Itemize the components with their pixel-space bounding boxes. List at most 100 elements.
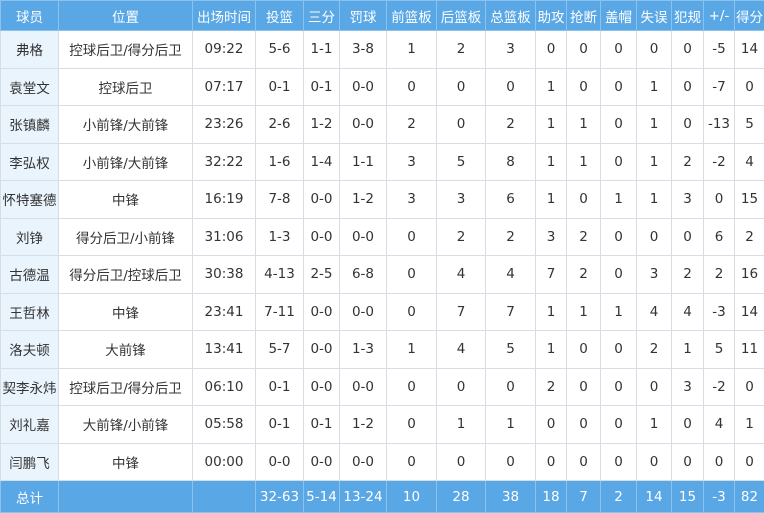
stat-cell: 0-0 <box>339 292 387 331</box>
stat-cell: 11 <box>734 330 764 369</box>
stat-cell: 7 <box>436 292 486 331</box>
total-cell: 7 <box>566 480 601 513</box>
stat-cell: 0 <box>386 405 437 444</box>
stat-cell: 1-1 <box>339 142 387 181</box>
stat-cell: 1 <box>734 405 764 444</box>
stat-cell: 中锋 <box>58 180 193 219</box>
stat-cell: 1-2 <box>339 180 387 219</box>
stat-cell: 0 <box>566 67 601 106</box>
stat-cell: 14 <box>734 292 764 331</box>
column-header: 罚球 <box>339 0 387 31</box>
stat-cell: 0 <box>600 442 637 481</box>
stat-cell: 07:17 <box>192 67 256 106</box>
stat-cell: 0 <box>600 217 637 256</box>
stat-cell: 1 <box>535 142 567 181</box>
stat-cell: 1 <box>600 292 637 331</box>
stat-cell: 6 <box>703 217 735 256</box>
stat-cell: 得分后卫/控球后卫 <box>58 255 193 294</box>
stat-cell: 2 <box>436 217 486 256</box>
stat-cell: 4 <box>436 330 486 369</box>
stat-cell: 0-1 <box>303 67 340 106</box>
stat-cell: 06:10 <box>192 367 256 406</box>
stat-cell: 30:38 <box>192 255 256 294</box>
stat-cell: -3 <box>703 292 735 331</box>
total-cell: 28 <box>436 480 486 513</box>
stat-cell: 1 <box>636 105 672 144</box>
total-cell: 10 <box>386 480 437 513</box>
stat-cell: 2 <box>386 105 437 144</box>
stat-cell: 0-1 <box>255 367 304 406</box>
player-name: 刘礼嘉 <box>0 405 59 444</box>
stat-cell: 2 <box>671 142 704 181</box>
stat-cell: 0 <box>436 67 486 106</box>
stat-cell: 3 <box>386 142 437 181</box>
column-header: 位置 <box>58 0 193 31</box>
table-header: 球员 位置 出场时间 投篮 三分 罚球 前篮板 后篮板 总篮板 助攻 抢断 盖帽 失误 犯规 +/- 得分 <box>0 0 764 31</box>
stat-cell: 0-0 <box>339 67 387 106</box>
stat-cell: 1 <box>485 405 536 444</box>
stat-cell: 0 <box>703 180 735 219</box>
table-footer: 总计 32-63 5-14 13-24 10 28 38 18 7 2 14 15 -3 82 <box>0 480 764 513</box>
stat-cell: 1-3 <box>339 330 387 369</box>
stat-cell: 1 <box>636 142 672 181</box>
stat-cell: 0-0 <box>303 217 340 256</box>
stat-cell: 32:22 <box>192 142 256 181</box>
player-name: 袁堂文 <box>0 67 59 106</box>
column-header: 总篮板 <box>485 0 536 31</box>
stat-cell: 3 <box>386 180 437 219</box>
stat-cell: 2 <box>671 255 704 294</box>
stat-cell: 4 <box>671 292 704 331</box>
player-name: 李弘权 <box>0 142 59 181</box>
stat-cell: 0 <box>600 142 637 181</box>
stat-cell: 控球后卫/得分后卫 <box>58 367 193 406</box>
stat-cell: -2 <box>703 367 735 406</box>
stat-cell: 5-7 <box>255 330 304 369</box>
player-row: 刘铮 得分后卫/小前锋 31:06 1-3 0-0 0-0 0 2 2 3 2 0 0 0 6 2 <box>0 217 764 256</box>
stat-cell: 0 <box>636 442 672 481</box>
stat-cell: 0 <box>734 67 764 106</box>
stat-cell: 0-0 <box>339 442 387 481</box>
stat-cell: 0 <box>600 255 637 294</box>
stat-cell: 0-0 <box>303 292 340 331</box>
stat-cell: 1-1 <box>303 30 340 69</box>
table-body: 弗格 控球后卫/得分后卫 09:22 5-6 1-1 3-8 1 2 3 0 0 0 0 0 -5 14 袁堂文… <box>0 30 764 481</box>
stat-cell: 8 <box>485 142 536 181</box>
stat-cell: 0 <box>566 405 601 444</box>
stat-cell: 小前锋/大前锋 <box>58 142 193 181</box>
stat-cell: 1-4 <box>303 142 340 181</box>
stat-cell: 0 <box>671 442 704 481</box>
stat-cell: 1-3 <box>255 217 304 256</box>
stat-cell: 4 <box>485 255 536 294</box>
stat-cell: 0 <box>600 30 637 69</box>
stat-cell: 3 <box>671 180 704 219</box>
stat-cell: 0 <box>386 217 437 256</box>
stat-cell: -7 <box>703 67 735 106</box>
column-header: 出场时间 <box>192 0 256 31</box>
stat-cell: 1 <box>566 142 601 181</box>
stat-cell: 4 <box>636 292 672 331</box>
stat-cell: 0 <box>636 367 672 406</box>
column-header: +/- <box>703 0 735 31</box>
stat-cell: 1 <box>386 30 437 69</box>
player-row: 王哲林 中锋 23:41 7-11 0-0 0-0 0 7 7 1 1 1 4 4 -3 14 <box>0 292 764 331</box>
player-row: 刘礼嘉 大前锋/小前锋 05:58 0-1 0-1 1-2 0 1 1 0 0 0 1 0 4 1 <box>0 405 764 444</box>
stat-cell: 0 <box>566 180 601 219</box>
stat-cell: 1-2 <box>339 405 387 444</box>
stat-cell: 中锋 <box>58 292 193 331</box>
stat-cell: 7 <box>485 292 536 331</box>
stat-cell: 1 <box>535 67 567 106</box>
column-header: 球员 <box>0 0 59 31</box>
stat-cell: 6-8 <box>339 255 387 294</box>
stat-cell: 1 <box>535 180 567 219</box>
stat-cell: 2 <box>734 217 764 256</box>
stat-cell: 0-1 <box>303 405 340 444</box>
stat-cell: 0-0 <box>303 367 340 406</box>
stat-cell: 0 <box>485 442 536 481</box>
stat-cell: 2 <box>703 255 735 294</box>
stat-cell: 0-0 <box>255 442 304 481</box>
stat-cell: 2 <box>436 30 486 69</box>
stat-cell: 7-8 <box>255 180 304 219</box>
stat-cell: 1 <box>386 330 437 369</box>
stat-cell: 大前锋/小前锋 <box>58 405 193 444</box>
column-header: 助攻 <box>535 0 567 31</box>
